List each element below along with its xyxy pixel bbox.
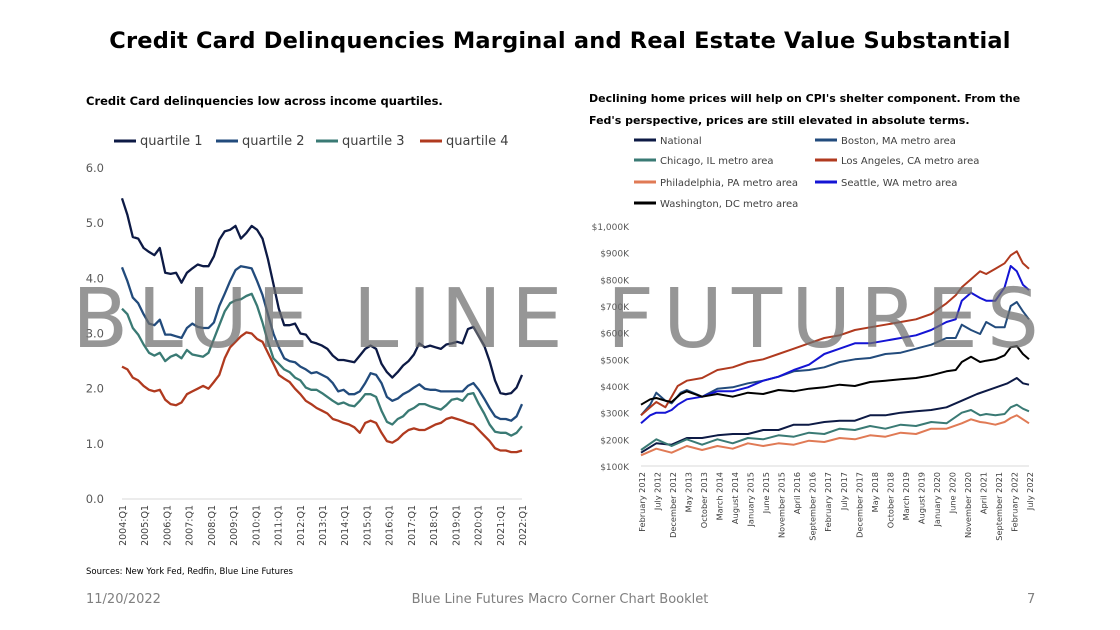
watermark: BLUE LINE FUTURES — [72, 272, 1048, 367]
y-tick-label: 0.0 — [86, 492, 104, 506]
x-tick-label: January 2015 — [746, 472, 756, 527]
y-tick-label: $200K — [600, 436, 630, 446]
x-tick-label: March 2019 — [901, 472, 911, 520]
chart-1: 0.0 1.0 2.0 3.0 4.0 5.0 6.0 2004:Q1 2005:Q1 2006:… — [86, 134, 529, 546]
series-line-quartile-1 — [120, 197, 524, 396]
x-tick-label: 2007:Q1 — [185, 505, 196, 546]
y-tick-label: 6.0 — [86, 161, 104, 175]
x-tick-label: August 2014 — [730, 472, 740, 524]
y-tick-label: $800K — [600, 276, 630, 286]
x-tick-label: August 2019 — [916, 472, 926, 524]
y-tick-label: 1.0 — [86, 437, 104, 451]
series-line-washington-dc-metro-area — [640, 345, 1030, 406]
x-tick-label: 2011:Q1 — [274, 505, 285, 546]
x-tick-label: September 2016 — [808, 472, 818, 541]
x-tick-label: May 2013 — [684, 472, 694, 512]
legend-label: Los Angeles, CA metro area — [841, 156, 979, 167]
legend-label: Chicago, IL metro area — [660, 156, 774, 167]
slide-title: Credit Card Delinquencies Marginal and R… — [109, 28, 1011, 54]
chart-2: $100K $200K $300K $400K $500K $600K $700K $800K… — [592, 136, 1035, 541]
left-chart-subtitle: Credit Card delinquencies low across inc… — [86, 94, 443, 108]
footer-title: Blue Line Futures Macro Corner Chart Boo… — [411, 592, 709, 607]
series-line-seattle-wa-metro-area — [640, 265, 1030, 425]
footer-date: 11/20/2022 — [86, 592, 161, 607]
x-tick-label: July 2017 — [839, 472, 849, 511]
x-tick-label: 2012:Q1 — [296, 505, 307, 546]
x-tick-label: February 2017 — [823, 472, 833, 532]
series-line-quartile-2 — [120, 265, 524, 422]
x-tick-label: 2013:Q1 — [318, 505, 329, 546]
x-tick-label: July 2022 — [1025, 472, 1035, 511]
x-tick-label: 2015:Q1 — [362, 505, 373, 546]
right-chart-subtitle: Declining home prices will help on CPI's… — [589, 92, 1021, 127]
y-tick-label: $500K — [600, 356, 630, 366]
series-line-boston-ma-metro-area — [640, 301, 1030, 416]
legend-label: quartile 2 — [242, 134, 305, 149]
x-tick-label: June 2015 — [761, 472, 771, 514]
x-tick-label: 2004:Q1 — [118, 505, 129, 546]
x-tick-label: 2016:Q1 — [385, 505, 396, 546]
x-tick-label: January 2020 — [932, 472, 942, 527]
x-tick-label: 2020:Q1 — [474, 505, 485, 546]
x-tick-label: 2010:Q1 — [251, 505, 262, 546]
x-tick-label: October 2018 — [885, 472, 895, 528]
x-tick-label: July 2012 — [653, 472, 663, 511]
y-tick-label: 3.0 — [86, 327, 104, 341]
series-line-los-angeles-ca-metro-area — [640, 250, 1030, 417]
footer-page-number: 7 — [1027, 592, 1036, 607]
legend-label: Boston, MA metro area — [841, 136, 956, 147]
x-tick-label: 2018:Q1 — [429, 505, 440, 546]
x-tick-label: 2006:Q1 — [162, 505, 173, 546]
x-tick-label: February 2022 — [1009, 472, 1019, 532]
x-tick-label: 2022:Q1 — [518, 505, 529, 546]
legend-label: Seattle, WA metro area — [841, 178, 957, 189]
legend-label: quartile 3 — [342, 134, 405, 149]
y-tick-label: $1,000K — [592, 223, 630, 233]
legend-label: Washington, DC metro area — [660, 199, 798, 210]
y-tick-label: $400K — [600, 383, 630, 393]
legend-label: Philadelphia, PA metro area — [660, 178, 798, 189]
x-tick-label: October 2013 — [699, 472, 709, 528]
x-tick-label: 2014:Q1 — [340, 505, 351, 546]
x-tick-label: 2021:Q1 — [496, 505, 507, 546]
y-tick-label: 5.0 — [86, 216, 104, 230]
x-tick-label: December 2017 — [854, 472, 864, 538]
x-tick-label: 2009:Q1 — [229, 505, 240, 546]
series-line-chicago-il-metro-area — [640, 403, 1030, 451]
series-line-quartile-3 — [121, 292, 523, 437]
y-tick-label: 4.0 — [86, 271, 104, 285]
series-line-philadelphia-pa-metro-area — [640, 414, 1030, 457]
y-tick-label: $300K — [600, 410, 630, 420]
y-tick-label: $900K — [600, 250, 630, 260]
legend-label: quartile 4 — [446, 134, 509, 149]
x-tick-label: 2005:Q1 — [140, 505, 151, 546]
x-tick-label: November 2015 — [777, 472, 787, 538]
x-tick-label: September 2021 — [994, 472, 1004, 541]
x-tick-label: June 2020 — [947, 472, 957, 514]
x-tick-label: 2017:Q1 — [407, 505, 418, 546]
x-tick-label: November 2020 — [963, 472, 973, 538]
x-tick-label: May 2018 — [870, 472, 880, 512]
x-tick-label: April 2021 — [978, 472, 988, 514]
y-tick-label: $100K — [600, 463, 630, 473]
y-tick-label: $700K — [600, 303, 630, 313]
y-tick-label: 2.0 — [86, 382, 104, 396]
y-tick-label: $600K — [600, 330, 630, 340]
x-tick-label: December 2012 — [668, 472, 678, 538]
sources-note: Sources: New York Fed, Redfin, Blue Line… — [86, 567, 293, 577]
x-tick-label: 2019:Q1 — [451, 505, 462, 546]
x-tick-label: April 2016 — [792, 472, 802, 514]
x-tick-label: March 2014 — [715, 472, 725, 520]
series-line-quartile-4 — [121, 331, 523, 454]
x-tick-label: 2008:Q1 — [207, 505, 218, 546]
legend-label: quartile 1 — [140, 134, 203, 149]
series-line-national — [640, 377, 1030, 454]
x-tick-label: February 2012 — [637, 472, 647, 532]
legend-label: National — [660, 136, 702, 147]
